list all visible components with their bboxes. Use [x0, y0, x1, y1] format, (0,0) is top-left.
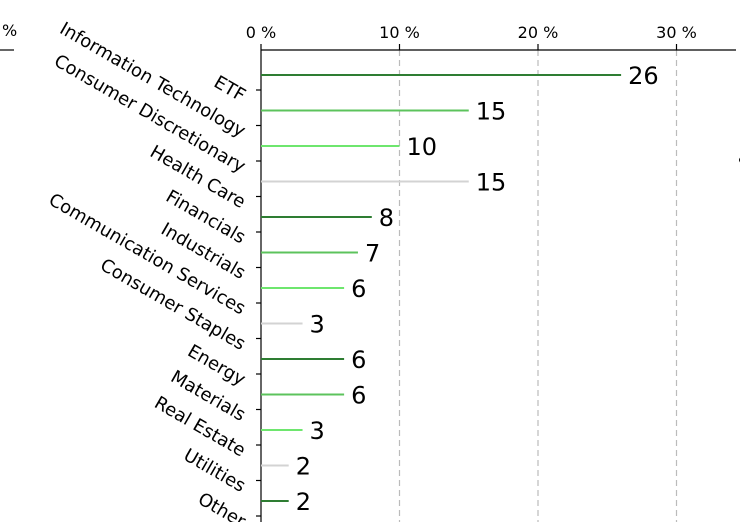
value-label-1: 15 [476, 98, 507, 126]
value-label-5: 7 [365, 240, 380, 268]
value-label-0: 26 [628, 62, 659, 90]
value-label-8: 6 [351, 346, 366, 374]
value-label-10: 3 [310, 417, 325, 445]
value-label-2: 10 [407, 133, 438, 161]
value-label-7: 3 [310, 311, 325, 339]
x-tick-label-1: 10 % [379, 23, 420, 42]
x-tick-label-2: 20 % [518, 23, 559, 42]
value-label-12: 2 [296, 488, 311, 516]
gridlines [398, 50, 678, 522]
bars [256, 74, 622, 517]
value-label-4: 8 [379, 204, 394, 232]
category-label-12: Other [194, 489, 249, 522]
left-axis-percent-fragment: % [2, 21, 17, 40]
x-axis-ticks: 0 % 10 % 20 % 30 % [246, 23, 697, 50]
x-tick-label-0: 0 % [246, 23, 276, 42]
x-tick-label-3: 30 % [656, 23, 697, 42]
value-label-3: 15 [476, 169, 507, 197]
category-label-0: ETF [210, 72, 249, 107]
value-label-6: 6 [351, 275, 366, 303]
value-label-9: 6 [351, 382, 366, 410]
value-label-11: 2 [296, 453, 311, 481]
